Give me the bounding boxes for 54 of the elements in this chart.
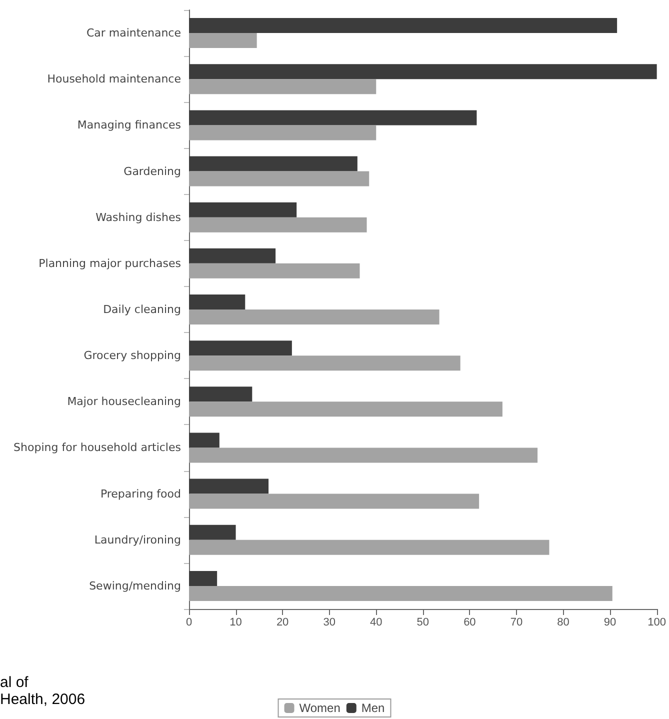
x-tick-label: 40 [370,616,382,628]
y-tick-label: Washing dishes [96,210,182,224]
y-tick-label: Planning major purchases [38,256,182,270]
bar [189,18,618,34]
legend-label: Women [299,701,340,715]
x-tick-label: 80 [557,616,570,628]
legend-label: Men [361,701,385,715]
bar [189,248,276,264]
y-tick-label: Daily cleaning [103,303,181,316]
bar [189,202,297,218]
y-tick-label: Grocery shopping [84,349,181,362]
bar [189,110,477,126]
bar [189,432,220,448]
bar [189,386,252,402]
y-tick-label: Household maintenance [47,72,182,86]
y-tick-label: Gardening [124,164,181,178]
bar [189,448,538,463]
bar [189,64,657,80]
bar [189,294,246,310]
bar [189,125,376,140]
x-tick-label: 20 [276,616,289,628]
y-tick-label: Shoping for household articles [14,441,182,454]
x-tick-label: 70 [510,616,523,628]
bar [189,156,358,172]
x-tick-label: 50 [416,616,430,628]
bar [189,356,460,371]
x-tick-label: 10 [230,616,242,628]
bar [189,310,440,324]
bar [189,263,360,278]
bar [189,79,376,94]
y-tick-label: Preparing food [100,487,181,500]
y-tick-label: Major housecleaning [67,395,181,408]
bar [189,33,257,48]
x-tick-label: 60 [464,616,476,628]
y-tick-label: Managing finances [77,118,182,132]
bar [189,586,612,601]
bar [189,402,502,417]
bar [189,494,480,509]
bar [189,478,269,494]
text: al of [0,674,30,691]
bar [189,171,370,186]
x-tick-label: 30 [323,616,336,628]
bar [189,570,218,586]
text: Health, 2006 [0,691,86,708]
bar [189,340,292,356]
bar [189,540,550,555]
y-tick-label: Laundry/ironing [94,533,181,546]
y-tick-label: Sewing/mending [89,579,181,592]
x-tick-label: 90 [604,616,616,628]
x-tick-label: 0 [186,616,192,628]
x-tick-label: 100 [648,616,666,628]
y-tick-label: Car maintenance [86,26,182,40]
bar [189,524,236,540]
bar [189,217,367,232]
